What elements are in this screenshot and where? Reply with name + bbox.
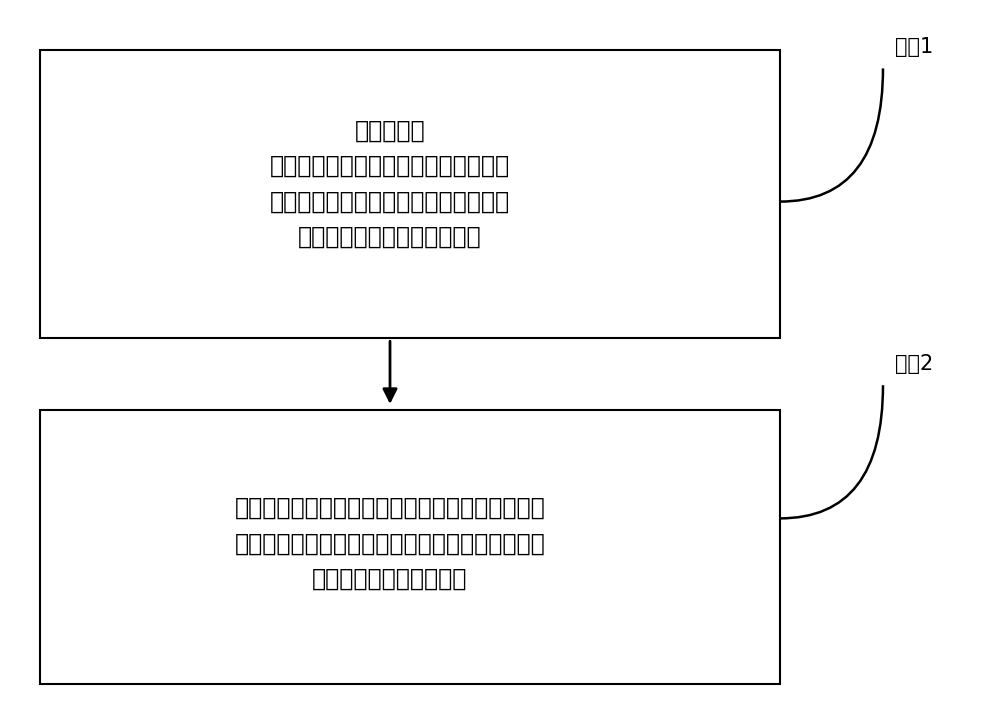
Bar — [40, 50, 780, 338]
Text: 步骤2: 步骤2 — [895, 354, 933, 374]
Text: 步骤1: 步骤1 — [895, 37, 933, 57]
Text: 基于各绳索的实际张力值与所述作业位置处各绳索
的理想张力值，调整与所述各绳索连接的伺服张力
吊升设备伺服电机的转速: 基于各绳索的实际张力值与所述作业位置处各绳索 的理想张力值，调整与所述各绳索连接… — [235, 496, 545, 591]
Text: 获取输电铁
塔主塔腿上被吊升货物的作业位置、以
及在所述作业位置处与各伺服张力吊升
设备连接的绳索的实际张力值: 获取输电铁 塔主塔腿上被吊升货物的作业位置、以 及在所述作业位置处与各伺服张力吊… — [270, 119, 510, 248]
Bar — [40, 410, 780, 684]
